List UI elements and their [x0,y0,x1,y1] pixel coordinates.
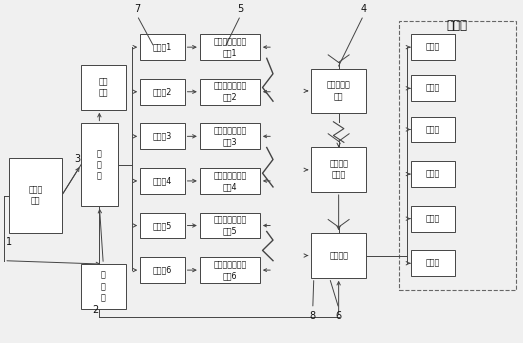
FancyBboxPatch shape [200,168,260,194]
FancyBboxPatch shape [9,158,62,233]
FancyBboxPatch shape [140,213,185,238]
Text: 接口单元: 接口单元 [329,251,348,260]
FancyBboxPatch shape [311,233,366,278]
FancyBboxPatch shape [200,79,260,105]
Text: 发射器4: 发射器4 [153,176,172,186]
Text: 4: 4 [360,3,367,14]
FancyBboxPatch shape [81,65,126,110]
FancyBboxPatch shape [200,257,260,283]
FancyBboxPatch shape [200,213,260,238]
Text: 箔条弹: 箔条弹 [426,125,440,134]
Text: 告警
信号: 告警 信号 [98,78,108,97]
FancyBboxPatch shape [311,147,366,192]
Text: 点火脉冲采集适
配器5: 点火脉冲采集适 配器5 [213,215,246,236]
FancyBboxPatch shape [140,257,185,283]
Text: 6: 6 [336,310,342,321]
FancyBboxPatch shape [411,117,455,142]
FancyBboxPatch shape [140,79,185,105]
Text: 点火脉冲采集适
配器3: 点火脉冲采集适 配器3 [213,126,246,146]
Text: 发射器: 发射器 [447,19,468,32]
FancyBboxPatch shape [411,206,455,232]
Text: 红外弹: 红外弹 [426,169,440,179]
Text: 2: 2 [93,305,99,316]
Text: 3: 3 [74,154,80,165]
FancyBboxPatch shape [81,123,118,206]
Text: 箔条弹: 箔条弹 [426,43,440,52]
FancyBboxPatch shape [200,34,260,60]
Text: 显控分
系统: 显控分 系统 [28,186,43,205]
Text: 弹位信号
转换器: 弹位信号 转换器 [329,160,348,180]
FancyBboxPatch shape [140,123,185,149]
FancyBboxPatch shape [411,75,455,101]
Text: 点火脉冲采集适
配器2: 点火脉冲采集适 配器2 [213,82,246,102]
Text: 发射器3: 发射器3 [153,132,172,141]
FancyBboxPatch shape [81,264,126,309]
FancyBboxPatch shape [200,123,260,149]
FancyBboxPatch shape [311,69,366,113]
FancyBboxPatch shape [140,168,185,194]
Text: 发射器6: 发射器6 [153,265,172,275]
Text: 便携式显控
终端: 便携式显控 终端 [327,81,350,101]
Text: 点火脉冲采集适
配器6: 点火脉冲采集适 配器6 [213,260,246,280]
Text: 发射器1: 发射器1 [153,43,172,52]
Text: 1: 1 [6,237,13,247]
Text: 控
制
器: 控 制 器 [97,149,102,180]
Text: 红外弹: 红外弹 [426,259,440,268]
Text: 发射器5: 发射器5 [153,221,172,230]
Text: 5: 5 [237,3,244,14]
Text: 8: 8 [310,310,316,321]
Text: 红外弹: 红外弹 [426,214,440,223]
FancyBboxPatch shape [140,34,185,60]
Text: 点火脉冲采集适
配器4: 点火脉冲采集适 配器4 [213,171,246,191]
FancyBboxPatch shape [411,161,455,187]
Text: 7: 7 [134,3,140,14]
FancyBboxPatch shape [411,250,455,276]
Text: 箔条弹: 箔条弹 [426,84,440,93]
Text: 发射器2: 发射器2 [153,87,172,96]
Text: 显
示
器: 显 示 器 [101,271,106,302]
FancyBboxPatch shape [411,34,455,60]
Text: 点火脉冲采集适
配器1: 点火脉冲采集适 配器1 [213,37,246,57]
